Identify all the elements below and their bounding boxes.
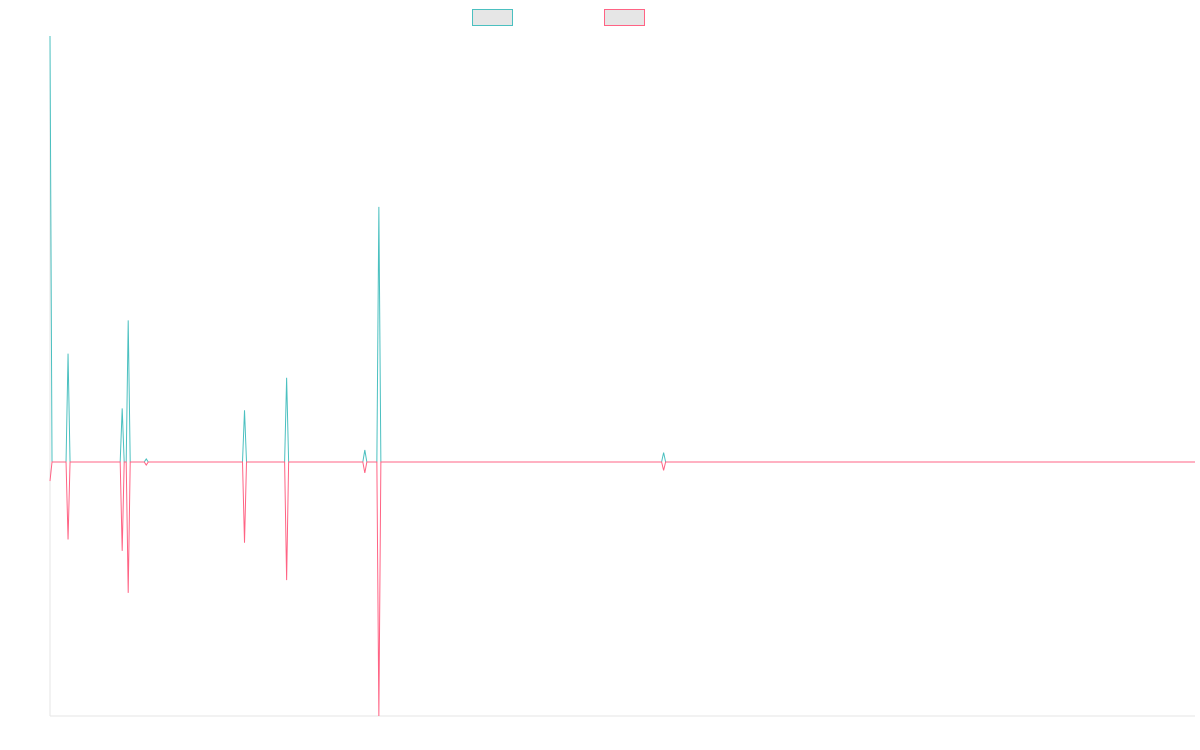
series-line-2 [49,461,1195,717]
axes [49,36,1195,717]
series-line-1 [49,35,1195,463]
legend-swatch-1[interactable] [472,9,513,26]
legend [472,9,645,26]
legend-swatch-2[interactable] [604,9,645,26]
series-group [49,35,1195,717]
